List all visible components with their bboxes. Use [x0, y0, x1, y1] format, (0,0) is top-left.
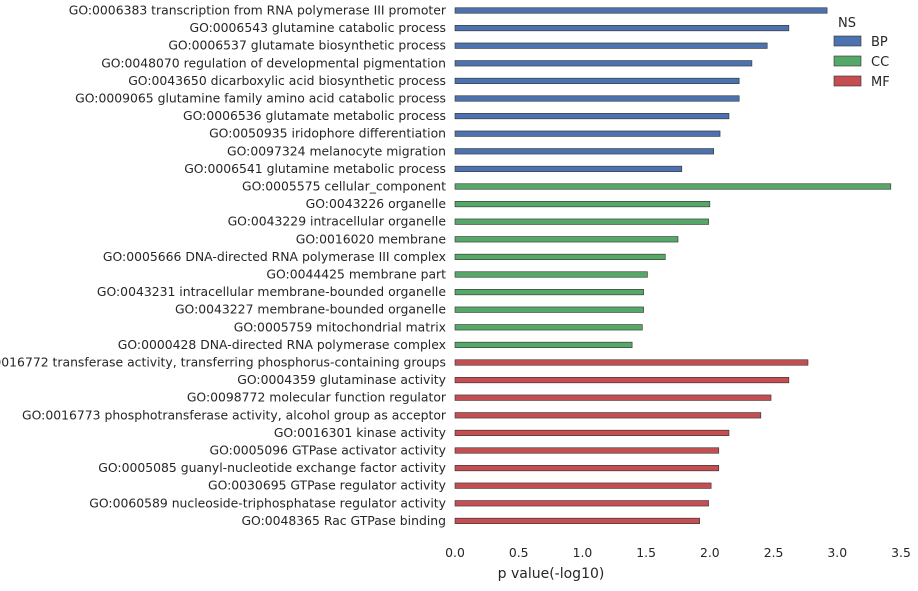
category-label: GO:0016773 phosphotransferase activity, … [22, 407, 447, 422]
bar-bp-3 [454, 60, 753, 67]
legend: NS BP CC MF [833, 16, 890, 90]
x-tick-label: 0.5 [509, 545, 529, 560]
category-label: GO:0005575 cellular_component [242, 179, 446, 194]
legend-label-mf: MF [871, 75, 890, 90]
category-label: GO:0097324 melanocyte migration [227, 143, 446, 158]
bar-bp-2 [454, 42, 768, 49]
x-tick-label: 3.5 [891, 545, 911, 560]
bar-cc-18 [454, 324, 643, 331]
category-label: GO:0005666 DNA-directed RNA polymerase I… [103, 249, 446, 264]
x-axis-ticks: 0.0 0.5 1.0 1.5 2.0 2.5 3.0 3.5 [445, 545, 911, 560]
bar-cc-13 [454, 236, 679, 243]
category-label: GO:0016020 membrane [296, 231, 446, 246]
bar-mf-26 [454, 465, 720, 472]
bar-mf-21 [454, 377, 790, 384]
category-label: GO:0004359 glutaminase activity [237, 372, 446, 387]
x-tick-label: 2.5 [764, 545, 784, 560]
bar-bp-6 [454, 113, 730, 120]
bar-mf-20 [454, 359, 809, 366]
category-label: GO:0016301 kinase activity [274, 425, 446, 440]
bar-bp-4 [454, 77, 740, 84]
category-label: GO:0030695 GTPase regulator activity [208, 478, 446, 493]
legend-swatch-cc [833, 55, 862, 67]
bar-mf-23 [454, 412, 762, 419]
x-tick-label: 1.5 [636, 545, 656, 560]
bar-bp-7 [454, 130, 721, 137]
category-label: GO:0043231 intracellular membrane-bounde… [97, 284, 446, 299]
x-axis-label: p value(-log10) [498, 566, 605, 582]
category-label: GO:0005096 GTPase activator activity [210, 443, 446, 458]
category-label: GO:0044425 membrane part [266, 267, 446, 282]
category-label: GO:0043226 organelle [306, 196, 446, 211]
bar-cc-12 [454, 218, 709, 225]
bar-mf-22 [454, 394, 772, 401]
category-label: GO:0048070 regulation of developmental p… [101, 55, 446, 70]
bar-bp-1 [454, 25, 790, 32]
bar-mf-28 [454, 500, 709, 507]
bar-bp-8 [454, 148, 714, 155]
category-label: GO:0006536 glutamate metabolic process [183, 108, 446, 123]
x-tick-label: 0.0 [445, 545, 465, 560]
category-label: GO:0006537 glutamate biosynthetic proces… [168, 38, 446, 53]
category-label: GO:0043227 membrane-bounded organelle [175, 302, 446, 317]
bar-cc-19 [454, 341, 633, 348]
category-label: GO:0006541 glutamine metabolic process [184, 161, 446, 176]
category-label: GO:0009065 glutamine family amino acid c… [75, 91, 446, 106]
bar-mf-29 [454, 517, 700, 524]
category-label: GO:0006383 transcription from RNA polyme… [69, 3, 447, 18]
bar-cc-17 [454, 306, 644, 313]
bar-mf-24 [454, 429, 730, 436]
category-labels: GO:0006383 transcription from RNA polyme… [0, 3, 447, 528]
category-label: GO:0043650 dicarboxylic acid biosyntheti… [128, 73, 446, 88]
category-label: GO:0005759 mitochondrial matrix [234, 319, 446, 334]
category-label: GO:0006543 glutamine catabolic process [189, 20, 446, 35]
category-label: GO:0098772 molecular function regulator [187, 390, 447, 405]
bars-layer [454, 7, 892, 524]
bar-mf-27 [454, 482, 712, 489]
bar-bp-9 [454, 165, 683, 172]
x-tick-label: 2.0 [700, 545, 720, 560]
bar-cc-16 [454, 289, 644, 296]
category-label: GO:0048365 Rac GTPase binding [241, 513, 446, 528]
legend-title: NS [838, 16, 856, 31]
bar-cc-10 [454, 183, 892, 190]
bar-cc-11 [454, 201, 711, 208]
category-label: GO:0016772 transferase activity, transfe… [0, 355, 446, 370]
legend-label-bp: BP [871, 35, 888, 50]
x-tick-label: 3.0 [827, 545, 847, 560]
bar-bp-5 [454, 95, 740, 102]
bar-mf-25 [454, 447, 720, 454]
legend-swatch-mf [833, 75, 862, 87]
bar-bp-0 [454, 7, 828, 14]
bar-cc-15 [454, 271, 648, 278]
category-label: GO:0043229 intracellular organelle [228, 214, 446, 229]
legend-swatch-bp [833, 35, 862, 47]
category-label: GO:0000428 DNA-directed RNA polymerase c… [118, 337, 446, 352]
category-label: GO:0060589 nucleoside-triphosphatase reg… [89, 495, 446, 510]
x-tick-label: 1.0 [573, 545, 593, 560]
legend-label-cc: CC [871, 55, 889, 70]
bar-cc-14 [454, 253, 666, 260]
category-label: GO:0005085 guanyl-nucleotide exchange fa… [98, 460, 446, 475]
category-label: GO:0050935 iridophore differentiation [209, 126, 446, 141]
